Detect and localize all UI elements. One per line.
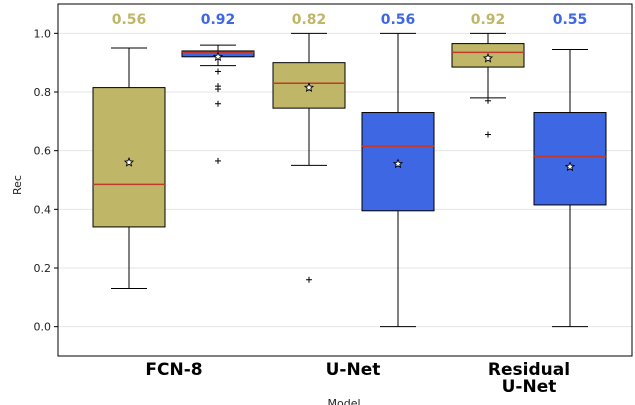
y-tick-label: 0.2: [34, 262, 52, 275]
y-tick-label: 1.0: [34, 27, 52, 40]
outlier-point: [215, 157, 221, 164]
x-group-label: U-Net: [326, 360, 381, 380]
x-group-label-line: Residual: [488, 360, 570, 380]
x-group-label-line: FCN-8: [145, 360, 202, 380]
outlier-point: [485, 131, 491, 138]
plot-frame: [57, 3, 633, 357]
mean-marker: [303, 82, 315, 92]
mean-value-label: 0.82: [292, 12, 327, 28]
outlier-point: [306, 276, 312, 283]
mean-marker: [123, 157, 135, 167]
mean-marker: [212, 51, 224, 62]
mean-value-label: 0.56: [112, 12, 147, 28]
mean-value-label: 0.92: [201, 12, 236, 28]
mean-marker: [482, 52, 494, 63]
x-group-label-line: U-Net: [326, 360, 381, 380]
mean-marker: [564, 161, 576, 172]
y-tick-label: 0.8: [34, 86, 52, 99]
y-axis-label: Rec: [11, 175, 24, 195]
outlier-point: [215, 68, 221, 75]
mean-value-label: 0.55: [553, 12, 588, 28]
mean-value-label: 0.92: [471, 12, 506, 28]
box-blue: [181, 44, 255, 164]
box-olive: [451, 32, 525, 138]
x-axis-group-labels: FCN-8 U-Net Residual U-Net: [145, 360, 570, 397]
y-tick-label: 0.6: [34, 145, 52, 158]
mean-value-label: 0.56: [381, 12, 416, 28]
x-axis-label: Model: [327, 397, 360, 405]
y-tick-label: 0.4: [34, 203, 52, 216]
box-olive: [272, 32, 346, 283]
y-axis-ticks: 0.0 0.2 0.4 0.6 0.8 1.0: [34, 27, 58, 334]
box-blue: [361, 32, 435, 328]
x-group-label: Residual U-Net: [488, 360, 570, 397]
x-group-label: FCN-8: [145, 360, 202, 380]
outlier-point: [485, 97, 491, 104]
box-body: [533, 112, 607, 206]
box-plots: [92, 32, 607, 328]
x-group-label-line: U-Net: [502, 377, 557, 397]
box-blue: [533, 48, 607, 328]
outlier-point: [215, 100, 221, 107]
outlier-point: [215, 86, 221, 93]
mean-marker: [392, 158, 404, 169]
mean-value-labels: 0.56 0.92 0.82 0.56 0.92 0.55: [112, 12, 588, 28]
y-tick-label: 0.0: [34, 321, 52, 334]
box-olive: [92, 47, 166, 290]
